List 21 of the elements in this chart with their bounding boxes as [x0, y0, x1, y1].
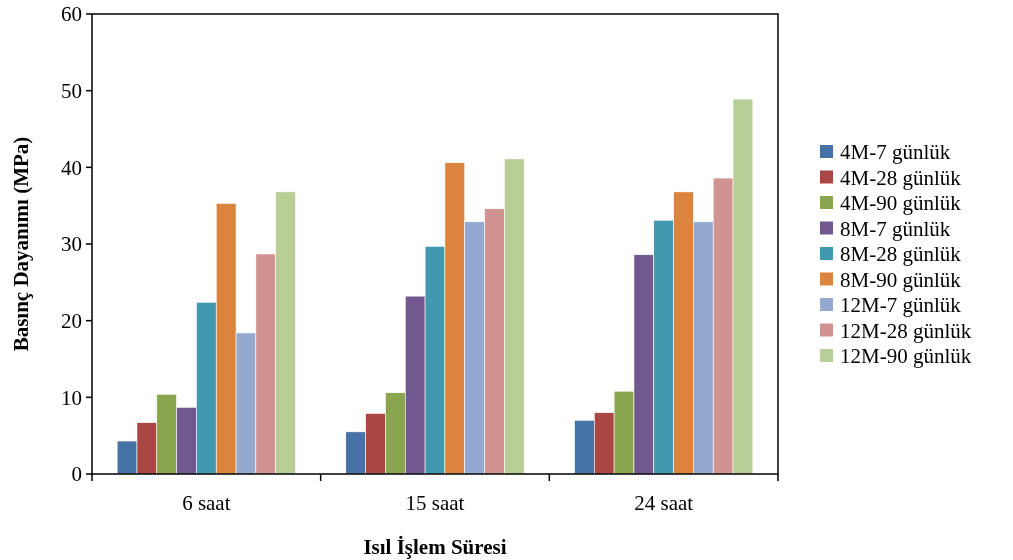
- legend-label: 4M-90 günlük: [840, 191, 962, 216]
- x-axis-title: Isıl İşlem Süresi: [363, 535, 507, 559]
- y-tick-label: 10: [61, 385, 82, 410]
- y-tick-label: 0: [71, 462, 82, 487]
- y-tick-label: 40: [61, 155, 82, 180]
- legend-label: 8M-90 günlük: [840, 267, 962, 292]
- legend-label: 12M-90 günlük: [840, 344, 972, 369]
- y-tick-label: 30: [61, 232, 82, 257]
- x-tick-label: 24 saat: [634, 491, 694, 515]
- legend-label: 8M-7 günlük: [840, 216, 951, 241]
- legend-label: 12M-7 günlük: [840, 293, 962, 318]
- legend-label: 8M-28 günlük: [840, 242, 962, 267]
- legend-label: 4M-7 günlük: [840, 140, 951, 165]
- x-tick-label: 15 saat: [405, 491, 465, 515]
- x-tick-label: 6 saat: [182, 491, 231, 515]
- y-axis-title: Basınç Dayanımı (MPa): [9, 136, 33, 352]
- legend-label: 4M-28 günlük: [840, 165, 962, 190]
- legend-label: 12M-28 günlük: [840, 318, 972, 343]
- y-tick-label: 20: [61, 309, 82, 334]
- y-tick-label: 60: [61, 2, 82, 27]
- y-tick-label: 50: [61, 79, 82, 104]
